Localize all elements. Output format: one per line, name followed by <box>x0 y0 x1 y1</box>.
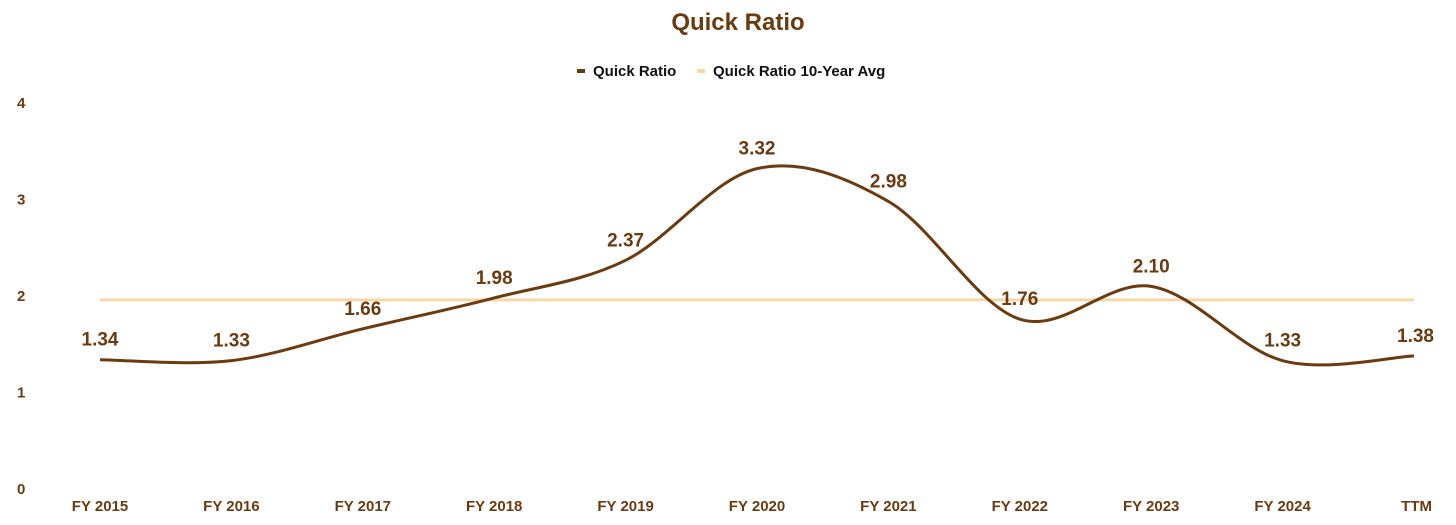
x-tick-label: FY 2022 <box>992 498 1048 515</box>
data-label: 3.32 <box>739 139 776 160</box>
data-label: 1.33 <box>1264 331 1301 352</box>
y-tick-label: 2 <box>17 288 25 305</box>
x-tick-label: FY 2021 <box>860 498 916 515</box>
x-tick-label: FY 2020 <box>729 498 785 515</box>
legend-label-quick-ratio-avg: Quick Ratio 10-Year Avg <box>713 63 885 80</box>
legend: Quick Ratio Quick Ratio 10-Year Avg <box>577 63 885 80</box>
legend-item-quick-ratio-avg[interactable]: Quick Ratio 10-Year Avg <box>697 63 885 80</box>
x-tick-label: FY 2019 <box>597 498 653 515</box>
data-label: 2.10 <box>1133 256 1170 277</box>
data-label: 1.38 <box>1397 326 1434 347</box>
y-tick-label: 4 <box>17 95 26 112</box>
y-tick-label: 1 <box>17 385 25 402</box>
data-label: 2.37 <box>607 230 644 251</box>
legend-label-quick-ratio: Quick Ratio <box>593 63 676 80</box>
x-tick-label: FY 2024 <box>1254 498 1311 515</box>
x-tick-label: FY 2016 <box>203 498 259 515</box>
data-labels: 1.34 1.33 1.66 1.98 2.37 3.32 2.98 1.76 2.10 1.33… <box>82 139 1434 352</box>
series-line-quick-ratio <box>99 164 1415 367</box>
x-tick-label: FY 2017 <box>335 498 391 515</box>
data-label: 1.98 <box>476 268 513 289</box>
x-tick-label: FY 2015 <box>72 498 128 515</box>
data-label: 1.33 <box>213 331 250 352</box>
y-axis-ticks: 0 1 2 3 4 <box>17 95 26 498</box>
data-label: 1.34 <box>82 330 119 351</box>
y-tick-label: 0 <box>17 481 25 498</box>
x-tick-label: TTM <box>1401 498 1432 515</box>
x-tick-label: FY 2023 <box>1123 498 1179 515</box>
chart-title: Quick Ratio <box>671 9 804 36</box>
y-tick-label: 3 <box>17 192 25 209</box>
data-label: 1.66 <box>344 299 381 320</box>
legend-item-quick-ratio[interactable]: Quick Ratio <box>577 63 676 80</box>
data-label: 1.76 <box>1001 289 1038 310</box>
x-tick-label: FY 2018 <box>466 498 522 515</box>
data-label: 2.98 <box>870 171 907 192</box>
x-axis-ticks: FY 2015 FY 2016 FY 2017 FY 2018 FY 2019 FY 20… <box>72 498 1432 515</box>
